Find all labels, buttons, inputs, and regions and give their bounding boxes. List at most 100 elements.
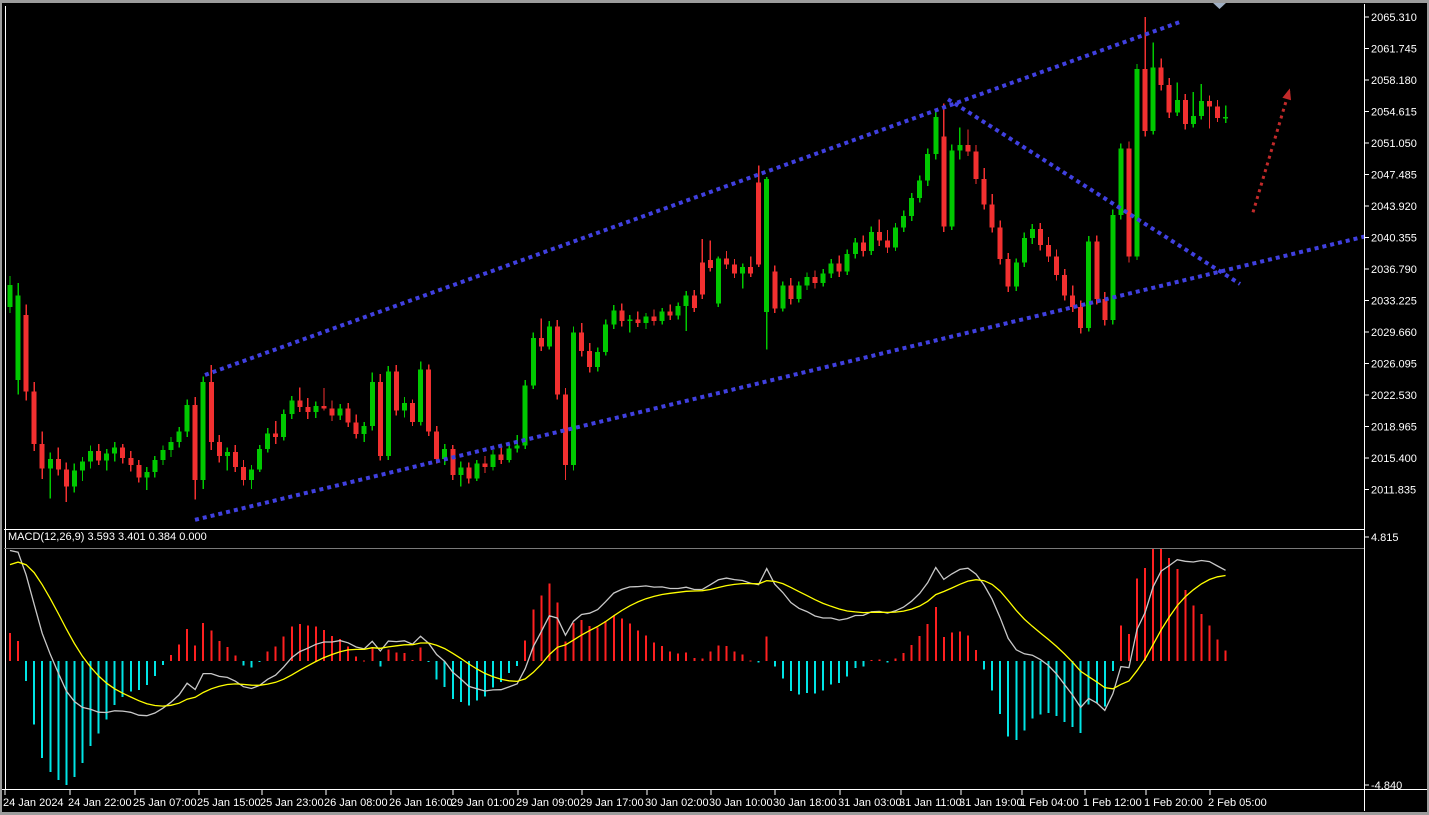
macd-histogram-bar bbox=[508, 661, 511, 674]
macd-histogram-bar bbox=[717, 645, 720, 661]
candle-body bbox=[79, 461, 85, 471]
candle-body bbox=[369, 382, 375, 427]
candle-body bbox=[297, 400, 303, 407]
macd-histogram-bar bbox=[451, 661, 454, 699]
macd-histogram-bar bbox=[918, 636, 921, 661]
macd-histogram-bar bbox=[854, 661, 857, 669]
candle-body bbox=[643, 316, 649, 323]
macd-histogram-bar bbox=[443, 661, 446, 687]
candle-body bbox=[603, 324, 609, 352]
price-tick-label: 2058.180 bbox=[1371, 75, 1417, 87]
candle-body bbox=[981, 178, 987, 205]
projection-arrow-line[interactable] bbox=[1251, 90, 1291, 213]
macd-histogram-bar bbox=[789, 661, 792, 692]
descending-trendline[interactable] bbox=[946, 97, 1242, 286]
candle-body bbox=[1078, 306, 1084, 329]
macd-histogram-bar bbox=[1152, 549, 1155, 661]
candle-body bbox=[176, 431, 182, 443]
candle-body bbox=[1198, 101, 1204, 117]
macd-histogram-bar bbox=[331, 635, 333, 661]
candle-body bbox=[232, 451, 238, 467]
macd-histogram-bar bbox=[532, 609, 535, 661]
time-tick-label: 2 Feb 05:00 bbox=[1208, 797, 1267, 809]
macd-histogram-bar bbox=[910, 645, 913, 661]
macd-histogram-bar bbox=[1119, 625, 1122, 661]
candle-body bbox=[442, 449, 448, 459]
time-tick-label: 31 Jan 19:00 bbox=[959, 797, 1023, 809]
macd-histogram-bar bbox=[9, 632, 11, 661]
macd-histogram-bar bbox=[242, 661, 245, 666]
macd-histogram-bar bbox=[322, 629, 325, 661]
candle-body bbox=[627, 319, 633, 322]
candle-body bbox=[957, 145, 963, 151]
price-tick-label: 2065.310 bbox=[1371, 12, 1417, 24]
macd-histogram-bar bbox=[741, 654, 744, 661]
price-tick-label: 2036.790 bbox=[1371, 264, 1417, 276]
macd-histogram-bar bbox=[886, 661, 889, 663]
macd-histogram-bar bbox=[355, 656, 358, 661]
candle-body bbox=[249, 469, 254, 481]
candle-body bbox=[1005, 259, 1011, 287]
candle-body bbox=[707, 260, 713, 269]
macd-histogram-bar bbox=[733, 651, 736, 661]
macd-histogram-bar bbox=[371, 648, 374, 661]
macd-histogram-bar bbox=[846, 661, 849, 677]
macd-histogram-bar bbox=[395, 652, 398, 661]
projection-arrow-head[interactable] bbox=[1282, 88, 1292, 101]
macd-histogram-bar bbox=[89, 661, 92, 746]
macd-histogram-bar bbox=[483, 661, 486, 697]
macd-histogram-bar bbox=[33, 661, 36, 725]
macd-histogram-bar bbox=[81, 661, 84, 764]
candle-body bbox=[474, 463, 480, 479]
macd-histogram-bar bbox=[467, 661, 470, 706]
macd-histogram-bar bbox=[25, 661, 28, 682]
time-tick-label: 29 Jan 09:00 bbox=[516, 797, 580, 809]
time-tick-label: 1 Feb 04:00 bbox=[1020, 797, 1079, 809]
candle-body bbox=[289, 400, 295, 414]
macd-histogram-bar bbox=[202, 623, 205, 661]
macd-histogram-bar bbox=[194, 645, 197, 661]
macd-histogram-bar bbox=[113, 661, 116, 706]
candle-body bbox=[128, 458, 134, 466]
macd-histogram-bar bbox=[1103, 661, 1106, 707]
candle-body bbox=[1190, 116, 1196, 125]
macd-histogram-bar bbox=[298, 623, 301, 661]
candle-body bbox=[740, 267, 746, 274]
time-tick-label: 31 Jan 11:00 bbox=[899, 797, 962, 809]
candle-body bbox=[844, 253, 850, 272]
price-tick-label: 2026.095 bbox=[1371, 359, 1417, 371]
candle-body bbox=[1118, 148, 1124, 216]
candle-body bbox=[1045, 245, 1051, 257]
upper-channel-trendline[interactable] bbox=[204, 20, 1181, 377]
candle-body bbox=[989, 204, 995, 228]
macd-histogram-bar bbox=[540, 595, 543, 661]
macd-histogram-bar bbox=[628, 623, 631, 661]
candle-body bbox=[466, 467, 472, 479]
candle-body bbox=[909, 198, 915, 216]
candle-body bbox=[884, 240, 890, 248]
candle-body bbox=[723, 258, 729, 265]
candle-body bbox=[168, 442, 174, 451]
macd-histogram-bar bbox=[975, 649, 977, 661]
candle-body bbox=[595, 351, 601, 367]
candle-body bbox=[836, 263, 842, 272]
candle-body bbox=[1215, 106, 1220, 118]
candle-body bbox=[104, 453, 110, 461]
lower-channel-trendline[interactable] bbox=[194, 234, 1367, 522]
macd-histogram-bar bbox=[725, 645, 728, 661]
price-tick-label: 2047.485 bbox=[1371, 170, 1417, 182]
candle-body bbox=[1206, 101, 1212, 107]
candle-body bbox=[345, 408, 351, 423]
candle-body bbox=[611, 310, 617, 325]
macd-histogram-bar bbox=[556, 602, 559, 661]
macd-histogram-bar bbox=[218, 641, 221, 661]
window-border-bottom bbox=[0, 812, 1429, 815]
macd-histogram-bar bbox=[773, 661, 776, 667]
macd-histogram-bar bbox=[250, 661, 253, 668]
candle-body bbox=[240, 466, 246, 481]
candle-body bbox=[538, 337, 544, 347]
window-border-top bbox=[0, 0, 1429, 3]
candle-body bbox=[273, 433, 279, 437]
candle-body bbox=[675, 306, 681, 316]
